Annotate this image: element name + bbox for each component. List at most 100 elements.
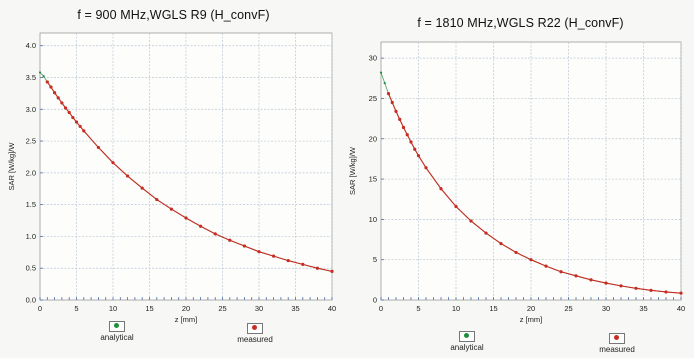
x-tick-label: 5	[416, 304, 420, 313]
data-point-measured	[330, 269, 334, 273]
data-point-measured	[604, 281, 608, 285]
x-tick-label: 25	[218, 304, 226, 313]
x-tick-label: 20	[182, 304, 190, 313]
data-point-measured	[53, 91, 57, 95]
x-axis-label: z [mm]	[175, 315, 198, 324]
x-tick-label: 0	[379, 304, 383, 313]
y-axis-label: SAR [W/kg]/W	[7, 142, 16, 191]
y-tick-label: 15	[369, 175, 377, 184]
data-point-measured	[439, 187, 443, 191]
legend-swatch-measured	[609, 333, 625, 344]
data-point-analytical	[38, 71, 42, 74]
chart-panel-1810mhz: f = 1810 MHz,WGLS R22 (H_convF) 0 5 10 15 20…	[347, 0, 694, 358]
data-point-measured	[272, 254, 276, 258]
data-point-measured	[301, 262, 305, 266]
y-tick-label: 1.0	[26, 232, 36, 241]
y-tick-label: 0	[373, 296, 377, 305]
data-point-measured	[63, 106, 68, 110]
data-point-measured	[390, 100, 394, 105]
data-point-measured	[78, 124, 82, 129]
x-tick-label: 10	[452, 304, 460, 313]
data-point-measured	[454, 204, 458, 209]
y-tick-label: 0.5	[26, 264, 36, 273]
data-point-measured	[56, 96, 60, 100]
data-point-analytical	[383, 82, 386, 85]
x-axis-label: z [mm]	[520, 315, 543, 324]
x-tick-label: 5	[74, 304, 78, 313]
data-point-measured	[544, 264, 548, 268]
x-tick-label: 15	[145, 304, 153, 313]
data-point-measured	[634, 286, 638, 290]
legend-analytical: analytical	[432, 331, 502, 352]
data-point-measured	[484, 231, 488, 235]
series-line-measured	[46, 81, 333, 272]
data-point-analytical	[42, 75, 45, 78]
data-point-measured	[199, 224, 203, 228]
data-point-measured	[49, 85, 53, 89]
legend-measured: measured	[582, 333, 652, 354]
y-axis-label: SAR [W/kg]/W	[348, 146, 357, 195]
chart-title: f = 900 MHz,WGLS R9 (H_convF)	[77, 8, 270, 22]
data-point-measured	[589, 278, 593, 282]
x-tick-label: 30	[255, 304, 263, 313]
data-point-measured	[140, 186, 144, 190]
data-point-measured	[619, 284, 623, 288]
data-point-measured	[574, 274, 578, 278]
data-point-measured	[169, 207, 173, 211]
data-point-measured	[394, 109, 398, 113]
data-point-measured	[413, 147, 417, 151]
data-point-measured	[409, 140, 413, 144]
data-point-measured	[401, 125, 406, 130]
data-point-measured	[664, 290, 668, 294]
legend-label: analytical	[450, 343, 484, 352]
data-point-measured	[257, 250, 261, 254]
x-tick-label: 10	[109, 304, 117, 313]
x-tick-label: 20	[527, 304, 535, 313]
data-point-measured	[559, 270, 563, 274]
data-point-measured	[96, 145, 100, 150]
data-point-measured	[649, 288, 653, 292]
legend-label: measured	[237, 335, 273, 344]
y-tick-label: 5	[373, 255, 377, 264]
data-point-measured	[111, 161, 115, 165]
data-point-measured	[71, 115, 75, 120]
data-point-measured	[228, 238, 232, 242]
data-point-measured	[82, 129, 86, 133]
y-tick-label: 10	[369, 215, 377, 224]
data-point-measured	[45, 80, 49, 84]
x-tick-label: 30	[602, 304, 610, 313]
y-tick-label: 30	[369, 54, 377, 63]
data-point-measured	[184, 216, 188, 220]
legend-label: measured	[599, 345, 635, 354]
data-point-measured	[126, 174, 130, 178]
legend-analytical: analytical	[82, 321, 152, 342]
legend-label: analytical	[100, 333, 134, 342]
data-point-measured	[679, 291, 683, 295]
y-tick-label: 3.5	[26, 73, 36, 82]
x-tick-label: 35	[639, 304, 647, 313]
y-tick-label: 1.5	[26, 200, 36, 209]
x-tick-label: 40	[328, 304, 336, 313]
data-point-measured	[315, 266, 319, 270]
legend-swatch-analytical	[109, 321, 125, 332]
y-tick-label: 20	[369, 134, 377, 143]
y-tick-label: 0.0	[26, 296, 36, 305]
y-tick-label: 2.5	[26, 137, 36, 146]
data-point-measured	[529, 258, 533, 262]
x-tick-label: 0	[38, 304, 42, 313]
x-tick-label: 15	[489, 304, 497, 313]
data-point-measured	[386, 92, 391, 96]
data-point-measured	[213, 232, 217, 236]
data-point-measured	[398, 117, 402, 121]
chart-plot-900mhz: 0 5 10 15 20 25 30 35 40 0.0 0.5 1.0 1.5 2.0 2.5 3.0 3.5…	[7, 32, 336, 324]
data-point-measured	[469, 219, 473, 223]
data-point-measured	[416, 154, 421, 158]
data-point-measured	[74, 120, 79, 124]
data-point-measured	[67, 110, 71, 115]
y-tick-label: 25	[369, 94, 377, 103]
chart-title: f = 1810 MHz,WGLS R22 (H_convF)	[417, 16, 624, 30]
data-point-measured	[155, 197, 159, 202]
data-point-measured	[242, 244, 246, 248]
y-tick-label: 2.0	[26, 168, 36, 177]
y-tick-label: 4.0	[26, 41, 36, 50]
